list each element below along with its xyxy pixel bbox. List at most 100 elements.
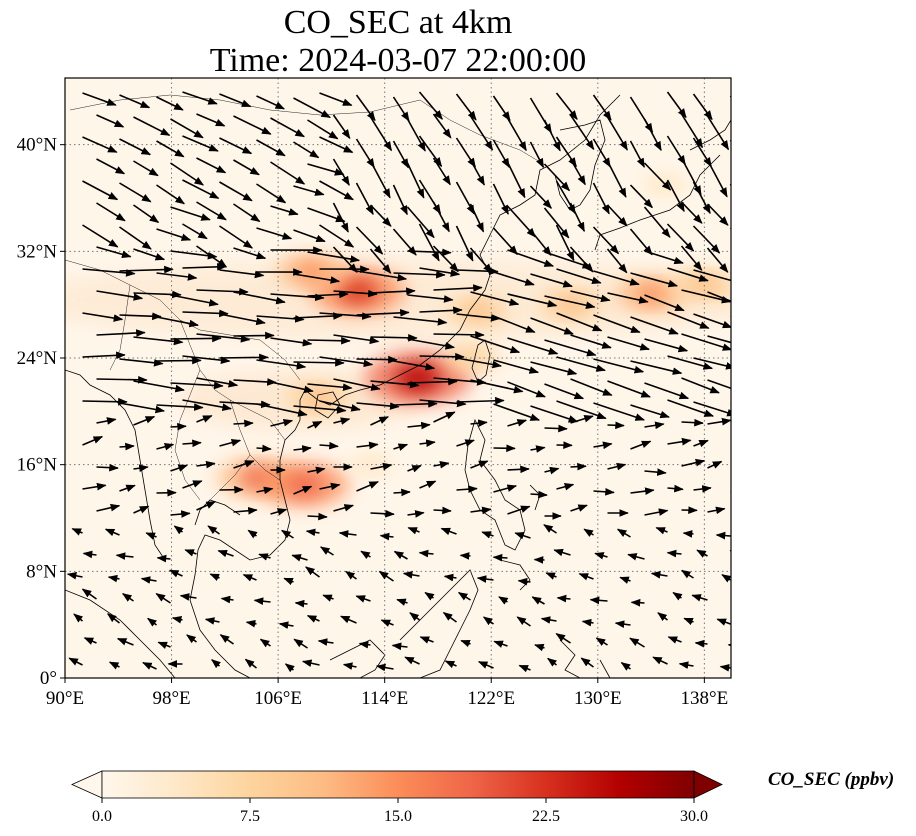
wind-arrow [433,411,456,423]
wind-arrow [170,294,219,307]
wind-arrow [507,381,546,398]
wind-arrow [630,404,670,419]
wind-arrow [219,225,253,249]
wind-arrow [293,185,325,196]
wind-arrow [544,383,585,400]
wind-arrow [745,118,763,150]
wind-arrow [469,247,493,274]
wind-arrow [543,524,557,534]
wind-arrow [332,114,351,140]
y-tick-label: 16°N [17,455,58,476]
wind-arrow [196,377,239,388]
wind-arrow [693,485,712,493]
wind-arrow [507,505,531,515]
wind-arrow [370,287,416,296]
wind-arrow [96,463,119,472]
wind-arrow [119,94,151,109]
wind-arrow [556,483,575,491]
wind-arrow [693,439,709,448]
wind-arrow [667,437,692,446]
wind-arrow [745,250,789,263]
wind-arrow [106,613,120,624]
colorbar-tick-label: 22.5 [532,808,560,825]
wind-arrow [644,294,685,312]
colorbar-extend-high [693,770,723,799]
y-tick-label: 32°N [17,241,58,262]
wind-arrow [156,403,204,411]
wind-arrow [119,312,162,321]
wind-arrow [719,664,731,672]
wind-arrow [666,179,685,213]
wind-arrow [307,383,353,392]
wind-arrow [170,381,224,390]
wind-arrow [593,358,645,374]
wind-arrow [233,378,277,386]
wind-arrow [440,527,457,536]
wind-arrow [459,552,471,560]
wind-arrow [96,290,144,301]
wind-arrow [745,506,764,514]
wind-arrow [107,574,120,583]
wind-arrow [692,181,711,215]
wind-arrow [96,202,126,222]
borneo-coastline [399,569,479,678]
wind-arrow [556,312,603,332]
wind-arrow [307,163,345,176]
x-tick-label: 98°E [152,688,190,709]
wind-arrow [133,116,171,137]
wind-arrow [96,417,117,425]
wind-arrow [156,316,199,328]
wind-arrow [730,490,731,493]
wind-arrow [391,642,408,651]
bay-of-bengal-coastline [65,369,166,561]
wind-arrow [219,634,234,645]
wind-arrow [82,482,107,491]
wind-arrow [332,202,349,233]
wind-arrow [211,659,221,669]
wind-arrow [745,206,772,237]
wind-arrow [652,656,668,665]
wind-arrow [666,549,682,558]
wind-arrow [630,598,645,607]
wind-arrow [196,415,213,423]
wind-arrow [170,118,204,139]
indochina-coastline [189,439,291,678]
wind-arrow [492,139,510,169]
wind-arrow [544,339,597,357]
wind-arrow [157,641,171,650]
wind-arrow [355,182,374,216]
wind-arrow [680,201,703,224]
wind-arrow [629,184,653,209]
wind-arrow [589,596,608,605]
wind-arrow [256,444,272,453]
wind-arrow [66,572,83,580]
wind-arrow [419,267,461,277]
wind-arrow [529,229,552,256]
wind-arrow [115,552,134,560]
wind-arrow [556,356,606,372]
wind-arrow [293,485,313,495]
wind-arrow [507,419,528,427]
wind-arrow [506,117,527,152]
wind-arrow [370,416,389,426]
wind-arrow [108,661,120,670]
wind-arrow [270,418,294,427]
wind-arrow [456,439,475,447]
wind-arrow [470,291,520,306]
wind-arrow [119,182,152,203]
wind-arrow [456,267,499,276]
wind-arrow [142,661,157,670]
wind-arrow [170,464,188,472]
wind-arrow [340,615,357,624]
y-tick-label: 0° [40,668,57,689]
wind-arrow [672,591,683,601]
wind-arrow [342,662,357,670]
wind-arrow [493,359,540,374]
wind-arrow [592,94,612,121]
wind-arrow [583,528,594,538]
wind-arrow [581,618,594,627]
wind-arrow [156,96,184,111]
wind-arrow [233,331,275,340]
wind-arrow [418,91,443,120]
wind-arrow [256,359,307,370]
